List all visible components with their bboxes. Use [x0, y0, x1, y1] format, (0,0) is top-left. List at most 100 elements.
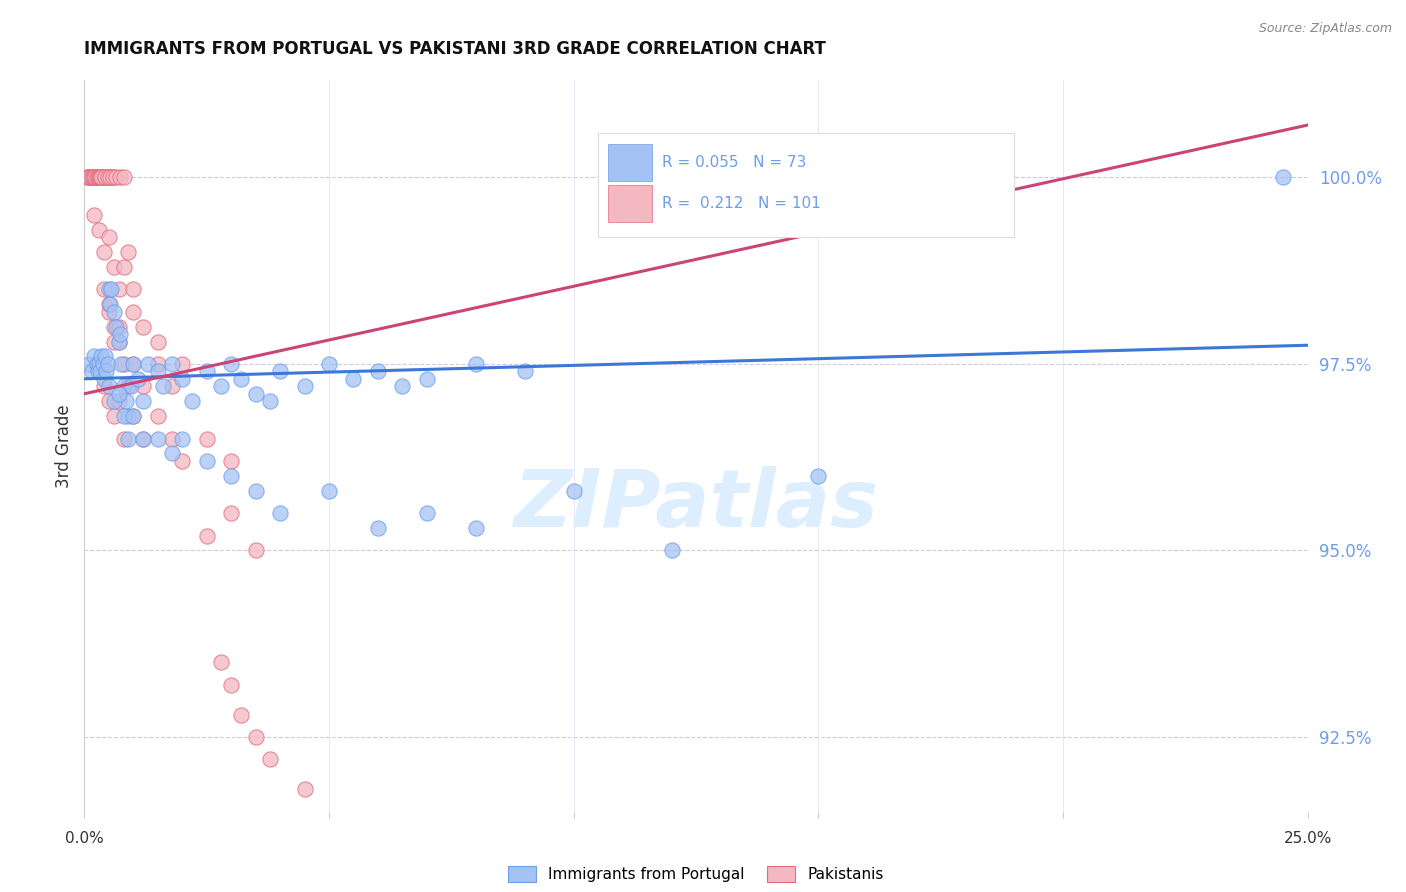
Point [259, 394, 281, 409]
Point [229, 707, 252, 722]
Point [77, 357, 100, 371]
Point [76, 170, 98, 185]
Point [103, 304, 125, 318]
Point [100, 282, 122, 296]
Point [391, 379, 413, 393]
Point [245, 543, 267, 558]
Point [115, 394, 138, 409]
Point [91, 357, 114, 371]
Point [96, 364, 118, 378]
Point [318, 483, 340, 498]
Point [90, 350, 112, 364]
Point [172, 372, 194, 386]
Point [245, 730, 267, 744]
Point [89, 170, 111, 185]
Point [93, 282, 115, 296]
Point [1272, 170, 1295, 185]
Point [342, 372, 364, 386]
Point [103, 334, 125, 349]
Point [269, 364, 291, 378]
Point [108, 170, 131, 185]
Point [86, 170, 108, 185]
Point [77, 170, 100, 185]
Point [245, 483, 267, 498]
Point [661, 543, 683, 558]
Point [87, 170, 110, 185]
Text: Source: ZipAtlas.com: Source: ZipAtlas.com [1258, 22, 1392, 36]
Point [122, 357, 145, 371]
Point [112, 357, 135, 371]
Point [97, 304, 120, 318]
Point [80, 364, 103, 378]
Point [172, 454, 194, 468]
Point [162, 432, 184, 446]
Point [105, 170, 128, 185]
Point [162, 446, 184, 460]
Point [110, 357, 132, 371]
Point [132, 394, 155, 409]
Point [367, 521, 389, 535]
Point [464, 521, 486, 535]
Point [162, 379, 184, 393]
Text: 0.0%: 0.0% [65, 831, 104, 846]
Point [513, 364, 536, 378]
Point [117, 409, 139, 424]
Point [122, 357, 145, 371]
Point [80, 170, 103, 185]
Point [103, 409, 125, 424]
Point [132, 432, 155, 446]
Point [112, 260, 135, 274]
Point [103, 394, 125, 409]
Point [93, 372, 115, 386]
Point [83, 350, 105, 364]
Point [367, 364, 389, 378]
Point [146, 364, 169, 378]
Point [219, 357, 242, 371]
Point [87, 170, 110, 185]
Point [90, 170, 112, 185]
Point [107, 386, 129, 401]
Point [146, 409, 169, 424]
Point [195, 432, 218, 446]
Point [122, 304, 145, 318]
Point [245, 386, 267, 401]
Point [269, 506, 291, 520]
Point [195, 364, 218, 378]
Point [117, 244, 139, 259]
Point [112, 379, 135, 393]
Point [120, 379, 142, 393]
Point [259, 752, 281, 766]
Point [294, 782, 316, 797]
Point [294, 379, 316, 393]
Point [108, 326, 131, 341]
Point [83, 170, 105, 185]
Point [77, 170, 100, 185]
Point [96, 170, 118, 185]
Point [84, 170, 107, 185]
Point [90, 170, 112, 185]
Point [122, 409, 145, 424]
Text: R =  0.212   N = 101: R = 0.212 N = 101 [662, 196, 821, 211]
FancyBboxPatch shape [598, 133, 1014, 237]
Point [107, 334, 129, 349]
Point [107, 282, 129, 296]
Point [107, 319, 129, 334]
Point [97, 357, 120, 371]
Point [93, 379, 115, 393]
Point [93, 244, 115, 259]
Point [103, 170, 125, 185]
Point [98, 297, 121, 311]
Point [195, 528, 218, 542]
Text: IMMIGRANTS FROM PORTUGAL VS PAKISTANI 3RD GRADE CORRELATION CHART: IMMIGRANTS FROM PORTUGAL VS PAKISTANI 3R… [84, 40, 827, 58]
Point [146, 432, 169, 446]
Point [86, 357, 108, 371]
Point [83, 208, 105, 222]
Point [146, 357, 169, 371]
Point [87, 357, 110, 371]
Text: ZIPatlas: ZIPatlas [513, 466, 879, 543]
Point [97, 230, 120, 244]
Point [97, 297, 120, 311]
Point [94, 350, 117, 364]
Point [97, 379, 120, 393]
Point [117, 379, 139, 393]
